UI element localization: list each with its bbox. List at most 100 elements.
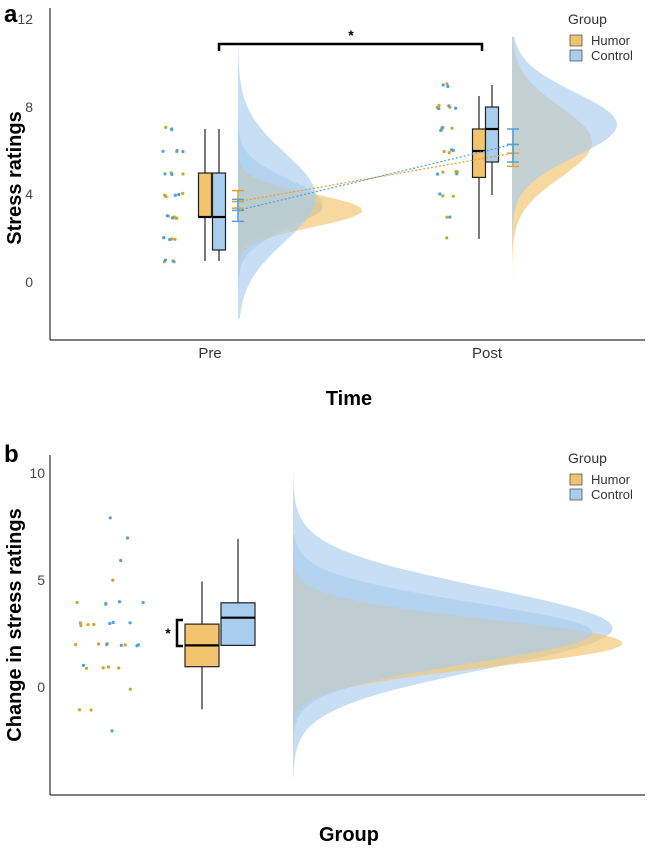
dot-post-humor-point bbox=[441, 170, 445, 174]
dot-change-humor-point bbox=[77, 708, 82, 712]
panel-a-legend-swatch-humor bbox=[569, 34, 583, 47]
panel-b-ytick-10: 10 bbox=[29, 465, 45, 481]
dot-post-control-point bbox=[448, 215, 452, 219]
dot-post-control-point bbox=[447, 104, 451, 108]
dot-change-control-point bbox=[108, 516, 112, 520]
dot-change-humor-point bbox=[117, 666, 121, 670]
dot-change-control-point bbox=[128, 621, 132, 625]
dot-post-control-point bbox=[438, 192, 442, 196]
panel-a-legend-swatch-control bbox=[569, 49, 583, 62]
dot-post-humor-point bbox=[445, 236, 449, 240]
dot-pre-humor-point bbox=[173, 237, 177, 241]
panel-b-legend-swatch-control bbox=[569, 488, 583, 501]
dot-change-control-point bbox=[111, 620, 115, 625]
dot-change-control-point bbox=[104, 602, 108, 606]
dot-change-control-point bbox=[117, 600, 122, 604]
dot-post-control-point bbox=[440, 126, 444, 130]
dot-pre-humor-point bbox=[175, 216, 179, 220]
box-post-control-box bbox=[484, 106, 500, 163]
panel-b-ytick-5: 5 bbox=[37, 572, 45, 588]
panel-b-y-label: Change in stress ratings bbox=[4, 508, 26, 741]
box-pre-humor-box bbox=[197, 172, 213, 218]
dot-pre-control-point bbox=[177, 192, 181, 197]
dot-pre-control-point bbox=[163, 172, 167, 176]
dot-post-humor-point bbox=[445, 82, 449, 86]
dot-pre-control-point bbox=[165, 214, 169, 218]
panel-a-legend-humor: Humor bbox=[591, 33, 631, 48]
dot-post-humor-point bbox=[442, 149, 446, 154]
panel-b-legend-swatch-humor bbox=[569, 473, 583, 486]
violin-change-control-core bbox=[293, 534, 593, 757]
dot-pre-control-point bbox=[172, 260, 176, 264]
panel-a: a 12 8 4 0 Stress ratings Pre Post Time … bbox=[4, 1, 645, 410]
panel-a-y-label: Stress ratings bbox=[4, 111, 26, 244]
panel-b-significance-star: * bbox=[165, 625, 171, 641]
dot-post-control-point bbox=[437, 107, 441, 111]
dot-post-humor-point bbox=[447, 151, 451, 155]
dot-post-humor-point bbox=[451, 194, 455, 198]
panel-a-ytick-8: 8 bbox=[25, 99, 33, 115]
dot-change-control-point bbox=[125, 536, 130, 540]
dot-pre-humor-point bbox=[181, 191, 185, 195]
panel-a-significance-star: * bbox=[348, 27, 354, 43]
dot-change-control-point bbox=[110, 729, 114, 733]
dot-pre-control-point bbox=[181, 150, 185, 154]
dot-post-humor-point bbox=[441, 194, 445, 198]
dot-post-humor-point bbox=[445, 215, 449, 219]
dot-pre-control-point bbox=[175, 148, 179, 153]
panel-a-legend-control: Control bbox=[591, 48, 633, 63]
panel-b-legend-control: Control bbox=[591, 487, 633, 502]
dot-change-control-point bbox=[141, 601, 145, 605]
dot-pre-control-point bbox=[163, 258, 167, 262]
dot-change-humor-point bbox=[78, 621, 82, 625]
dot-change-humor-point bbox=[75, 600, 79, 605]
dot-post-humor-point bbox=[450, 126, 454, 130]
panel-b-plot-area bbox=[74, 466, 623, 778]
dot-pre-control-point bbox=[173, 193, 177, 197]
box-post-humor-box bbox=[471, 128, 487, 179]
panel-a-x-label: Time bbox=[326, 388, 372, 410]
dot-change-humor-point bbox=[79, 623, 83, 628]
panel-b-legend-humor: Humor bbox=[591, 472, 631, 487]
dot-change-humor-point bbox=[128, 687, 132, 691]
mean-line-control bbox=[237, 143, 514, 211]
panel-a-legend-title: Group bbox=[568, 11, 607, 27]
dot-pre-humor-point bbox=[164, 125, 168, 129]
dot-change-humor-point bbox=[111, 578, 115, 582]
dot-change-humor-point bbox=[86, 623, 90, 627]
dot-pre-control-point bbox=[170, 216, 174, 220]
dot-post-control-point bbox=[446, 84, 450, 89]
dot-pre-control-point bbox=[170, 172, 174, 176]
dot-change-humor-point bbox=[106, 665, 111, 669]
dot-post-control-point bbox=[449, 148, 454, 152]
panel-a-ytick-4: 4 bbox=[25, 186, 33, 202]
dot-change-humor-point bbox=[84, 666, 89, 670]
panel-b-ytick-0: 0 bbox=[37, 679, 45, 695]
panel-b-x-label: Group bbox=[319, 824, 379, 846]
panel-b-significance-bracket bbox=[175, 618, 183, 648]
box-change-control-box bbox=[220, 602, 256, 646]
dot-post-humor-point bbox=[437, 103, 441, 107]
panel-a-ytick-12: 12 bbox=[17, 11, 33, 27]
dot-post-control-point bbox=[455, 172, 459, 176]
dot-change-control-point bbox=[119, 643, 123, 648]
dot-post-control-point bbox=[435, 172, 440, 176]
dot-change-control-point bbox=[108, 621, 112, 626]
dot-change-control-point bbox=[105, 642, 109, 646]
dot-post-control-point bbox=[454, 106, 458, 110]
dot-pre-control-point bbox=[170, 127, 174, 131]
dot-post-control-point bbox=[439, 128, 443, 133]
dot-pre-control-point bbox=[162, 236, 166, 240]
violin-post-control bbox=[512, 36, 617, 244]
dot-post-control-point bbox=[441, 83, 445, 87]
panel-a-plot-area bbox=[161, 30, 617, 319]
violin-pre-control-wide bbox=[238, 30, 316, 319]
dot-change-humor-point bbox=[92, 622, 96, 627]
panel-b: b 10 5 0 Change in stress ratings Group … bbox=[4, 441, 645, 846]
dot-pre-humor-point bbox=[163, 193, 167, 197]
dot-pre-control-point bbox=[161, 149, 165, 153]
dot-change-humor-point bbox=[97, 642, 101, 646]
dot-change-humor-point bbox=[89, 708, 93, 712]
dot-change-humor-point bbox=[74, 643, 78, 647]
